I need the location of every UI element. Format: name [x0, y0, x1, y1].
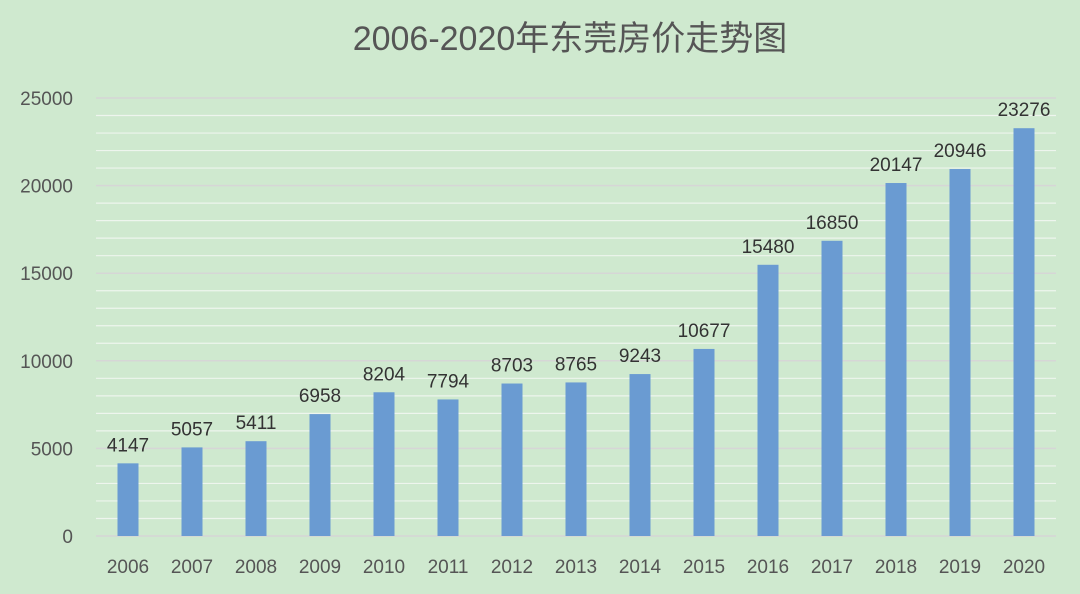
data-label: 8204: [363, 364, 406, 385]
x-tick-label: 2020: [1003, 557, 1045, 578]
bar-2010: [373, 392, 395, 536]
data-label: 10677: [678, 321, 731, 342]
data-label: 6958: [299, 386, 341, 407]
bar-2007: [181, 447, 203, 536]
x-tick-label: 2010: [363, 557, 405, 578]
y-axis: 0 5000 10000 15000 20000 25000: [20, 89, 73, 548]
data-label: 20147: [870, 155, 923, 176]
x-tick-label: 2014: [619, 557, 662, 578]
bar-2012: [501, 383, 523, 536]
x-axis: 2006 2007 2008 2009 2010 2011 2012 2013 2014 2015…: [107, 557, 1045, 578]
bar-2006: [117, 463, 139, 536]
x-tick-label: 2017: [811, 557, 853, 578]
x-tick-label: 2011: [428, 557, 469, 578]
data-label: 5057: [171, 419, 213, 440]
bar-2008: [245, 441, 267, 536]
bar-2019: [949, 169, 971, 537]
x-tick-label: 2006: [107, 557, 149, 578]
y-tick-label: 10000: [20, 352, 73, 373]
data-label: 9243: [619, 346, 661, 367]
data-label: 7794: [427, 371, 470, 392]
data-label: 5411: [236, 413, 277, 434]
bars: 4147 5057 5411 6958 8204 7794 8703 8765 9243 1067…: [107, 100, 1051, 537]
data-label: 20946: [934, 141, 987, 162]
y-tick-label: 25000: [20, 89, 73, 110]
data-label: 8765: [555, 354, 597, 375]
y-tick-label: 5000: [31, 439, 73, 460]
bar-2020: [1013, 128, 1035, 537]
data-label: 8703: [491, 356, 533, 377]
data-label: 23276: [998, 100, 1051, 121]
chart-title: 2006-2020年东莞房价走势图: [353, 20, 788, 58]
x-tick-label: 2013: [555, 557, 597, 578]
bar-2013: [565, 382, 587, 536]
x-tick-label: 2007: [171, 557, 213, 578]
bar-2009: [309, 414, 331, 536]
x-tick-label: 2018: [875, 557, 917, 578]
bar-2016: [757, 264, 779, 536]
bar-2015: [693, 348, 715, 536]
y-tick-label: 20000: [20, 177, 73, 198]
x-tick-label: 2019: [939, 557, 981, 578]
x-tick-label: 2008: [235, 557, 277, 578]
x-tick-label: 2016: [747, 557, 789, 578]
bar-2011: [437, 399, 459, 536]
x-tick-label: 2012: [491, 557, 533, 578]
data-label: 15480: [742, 237, 795, 258]
bar-2014: [629, 374, 651, 536]
y-tick-label: 0: [62, 527, 73, 548]
data-label: 16850: [806, 213, 859, 234]
bar-2018: [885, 183, 907, 536]
bar-2017: [821, 240, 843, 536]
y-tick-label: 15000: [20, 264, 73, 285]
x-tick-label: 2009: [299, 557, 341, 578]
x-tick-label: 2015: [683, 557, 725, 578]
data-label: 4147: [107, 435, 149, 456]
